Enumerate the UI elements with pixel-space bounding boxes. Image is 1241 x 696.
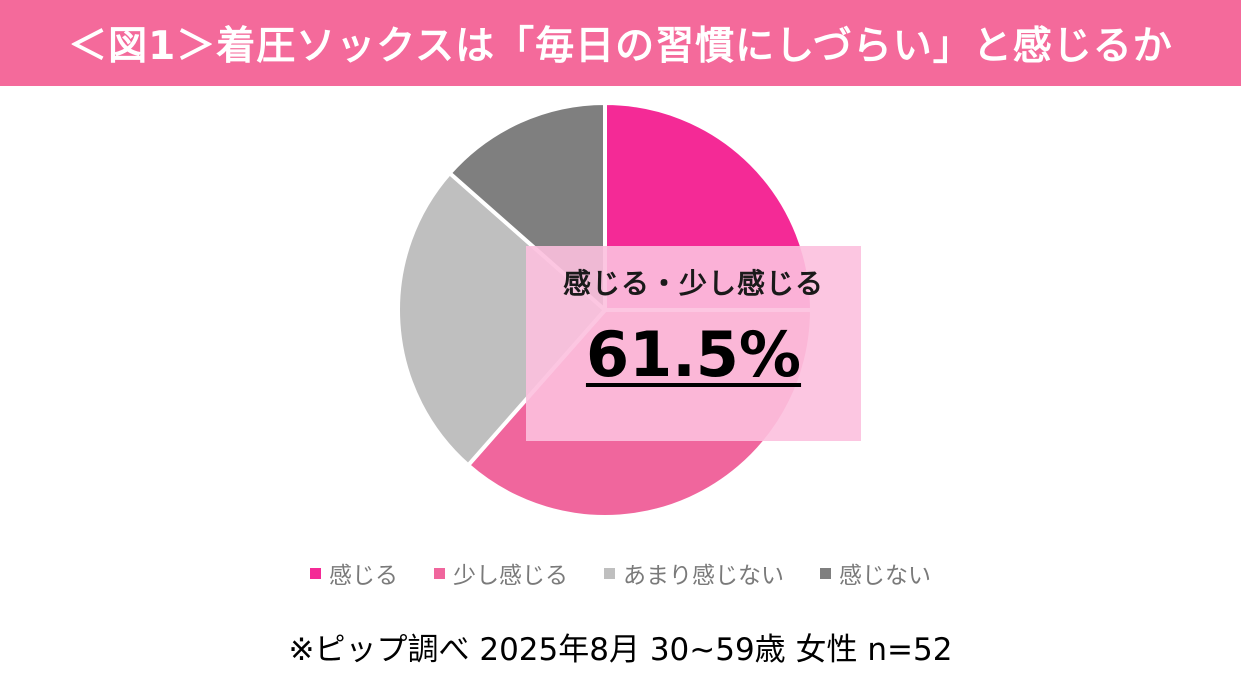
legend-label: 感じる — [329, 563, 398, 589]
legend-swatch — [434, 567, 445, 579]
callout-label: 感じる・少し感じる — [562, 267, 824, 300]
legend-swatch — [604, 567, 615, 579]
legend-item: 感じない — [820, 556, 931, 590]
legend-item: 少し感じる — [434, 556, 568, 590]
title-bar: ＜図1＞着圧ソックスは「毎日の習慣にしづらい」と感じるか — [0, 0, 1241, 86]
callout-value: 61.5% — [526, 318, 861, 391]
legend-item: あまり感じない — [604, 556, 784, 590]
legend-label: 感じない — [839, 563, 931, 589]
callout-percentage: 61.5% — [585, 318, 802, 391]
legend: 感じる 少し感じる あまり感じない 感じない — [0, 556, 1241, 590]
chart-title: ＜図1＞着圧ソックスは「毎日の習慣にしづらい」と感じるか — [68, 24, 1173, 69]
legend-label: あまり感じない — [623, 563, 784, 589]
summary-callout: 感じる・少し感じる 61.5% — [526, 246, 861, 441]
legend-label: 少し感じる — [453, 563, 568, 589]
legend-swatch — [310, 567, 321, 579]
legend-item: 感じる — [310, 556, 398, 590]
source-footnote: ※ピップ調べ 2025年8月 30~59歳 女性 n=52 — [288, 632, 953, 668]
legend-swatch — [820, 567, 831, 579]
pie-slice — [396, 171, 607, 468]
